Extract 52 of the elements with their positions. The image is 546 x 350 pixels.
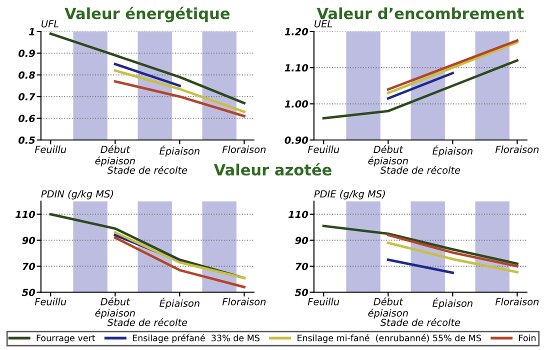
x-tick-label: Début épiaison: [95, 297, 135, 319]
x-tick-label: Début épiaison: [95, 145, 135, 166]
y-tick-label: 50: [294, 288, 308, 296]
x-axis-title: Stade de récolte: [380, 166, 460, 174]
x-tick-label: Floraison: [495, 298, 539, 306]
x-tick-label: Floraison: [222, 146, 266, 154]
legend-label: Fourrage vert: [36, 334, 96, 343]
x-tick-label: Épiaison: [160, 298, 200, 309]
chart-title: Valeur énergétique: [64, 6, 230, 22]
x-tick-label: Épiaison: [432, 146, 472, 157]
y-tick-label: 70: [22, 262, 36, 270]
y-axis-title: UFL: [42, 20, 58, 28]
y-tick-label: 70: [296, 262, 308, 270]
x-axis-title: Stade de récolte: [107, 166, 188, 174]
y-tick-label: 0.9: [18, 50, 35, 58]
y-tick-label: 1.20: [284, 28, 308, 36]
y-tick-label: 0.6: [18, 114, 36, 122]
legend-label: Ensilage mi-fané (enrubanné) 55% de MS: [298, 334, 481, 343]
x-tick-label: Début épiaison: [368, 297, 408, 319]
y-tick-label: 90: [22, 236, 36, 244]
x-tick-label: Feuillu: [308, 298, 340, 306]
x-tick-label: Feuillu: [34, 146, 66, 154]
legend-label: Ensilage préfané 33% de MS: [132, 334, 260, 343]
x-tick-label: Feuillu: [34, 298, 66, 306]
line-series: [49, 32, 246, 104]
y-tick-label: 0.90: [284, 136, 308, 144]
line-series: [322, 59, 518, 120]
y-axis-title: PDIE (g/kg MS): [314, 190, 385, 200]
line-series: [322, 224, 518, 265]
y-axis-title: PDIN (g/kg MS): [41, 190, 114, 200]
x-tick-label: Épiaison: [160, 146, 200, 157]
y-tick-label: 90: [295, 236, 308, 244]
chart-title: Valeur azotée: [214, 163, 332, 176]
y-tick-label: 1.10: [284, 64, 308, 72]
y-tick-label: 1: [29, 28, 34, 36]
y-tick-label: 0.8: [18, 71, 36, 79]
x-axis-title: Stade de récolte: [107, 318, 188, 326]
y-tick-label: 1.00: [284, 100, 308, 108]
y-tick-label: 110: [288, 210, 308, 218]
y-tick-label: 50: [22, 288, 36, 296]
x-axis-title: Stade de récolte: [380, 318, 460, 326]
x-tick-label: Floraison: [222, 298, 266, 306]
y-axis-title: UEL: [314, 20, 332, 28]
y-tick-label: 0.5: [18, 136, 35, 144]
legend-label: Foin: [519, 334, 536, 342]
x-tick-label: Floraison: [495, 146, 539, 154]
y-tick-label: 110: [16, 210, 36, 218]
x-tick-label: Début épiaison: [368, 145, 408, 166]
x-tick-label: Épiaison: [432, 298, 472, 309]
y-tick-label: 0.7: [18, 93, 36, 100]
x-tick-label: Feuillu: [308, 146, 340, 154]
chart-title: Valeur d’encombrement: [316, 7, 524, 20]
